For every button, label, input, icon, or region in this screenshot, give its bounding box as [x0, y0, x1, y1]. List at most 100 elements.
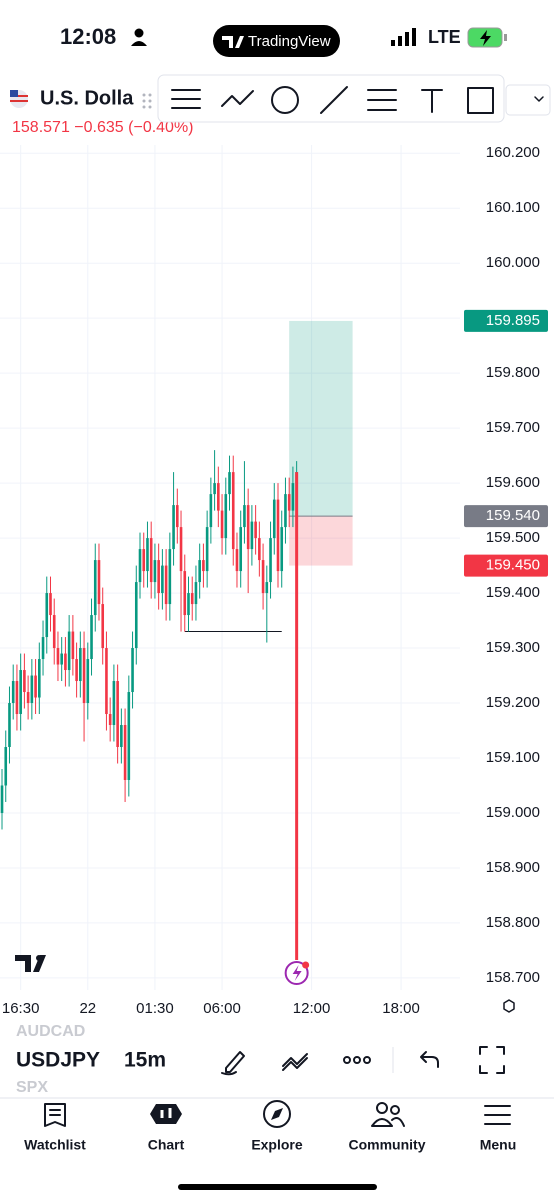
- menu-icon[interactable]: [484, 1105, 511, 1125]
- candle-body: [202, 560, 205, 572]
- candle-body: [11, 681, 15, 704]
- candle-body: [101, 604, 105, 649]
- fib-tool[interactable]: [171, 89, 201, 109]
- candle-body: [64, 653, 67, 671]
- candle-body: [258, 538, 261, 561]
- chart: 160.200160.100160.000159.900159.800159.7…: [0, 144, 548, 1017]
- tab-label[interactable]: Watchlist: [24, 1137, 86, 1153]
- candle-body: [261, 560, 265, 594]
- line-tool[interactable]: [320, 86, 348, 114]
- candle-body: [220, 510, 224, 539]
- pattern-tool[interactable]: [221, 90, 254, 107]
- candle-body: [198, 560, 201, 583]
- toolbar-dropdown[interactable]: [505, 84, 551, 116]
- candle-body: [209, 494, 213, 528]
- battery-bolt: [480, 30, 491, 46]
- interval[interactable]: 15m: [124, 1049, 166, 1072]
- price-badge: [464, 554, 548, 577]
- tab-bar: Watchlist Chart Explore Community Menu: [24, 1137, 516, 1153]
- candle-body: [26, 692, 30, 704]
- undo-button[interactable]: [420, 1051, 439, 1068]
- candle-body: [120, 725, 123, 748]
- change: −0.635: [74, 119, 123, 136]
- symbol-current[interactable]: USDJPY: [16, 1049, 100, 1072]
- indicators-button[interactable]: [282, 1053, 308, 1071]
- y-tick-label: 158.700: [486, 969, 540, 986]
- candle-body: [45, 593, 49, 638]
- candle-body: [287, 494, 291, 511]
- candle-body: [4, 747, 8, 786]
- tab-label[interactable]: Menu: [480, 1137, 517, 1153]
- profit-zone: [289, 320, 353, 517]
- x-tick-label: 16:30: [2, 1000, 40, 1017]
- y-tick-label: 160.200: [486, 144, 540, 161]
- price-badge-label: 159.895: [486, 312, 540, 329]
- shape-tool[interactable]: [271, 86, 299, 114]
- price-badge-label: 159.540: [486, 507, 540, 524]
- candle-body: [254, 521, 257, 539]
- symbol-next[interactable]: SPX: [16, 1079, 48, 1096]
- candle-body: [93, 560, 97, 616]
- candle-body: [243, 505, 246, 528]
- candle-body: [67, 631, 71, 671]
- candle-body: [0, 785, 4, 813]
- candle-body: [172, 505, 175, 550]
- y-tick-label: 159.600: [486, 474, 540, 491]
- rect-tool[interactable]: [467, 87, 494, 114]
- more-button[interactable]: [343, 1056, 371, 1064]
- y-tick-label: 159.300: [486, 639, 540, 656]
- text-tool[interactable]: [421, 89, 443, 113]
- tab-label[interactable]: Chart: [148, 1137, 185, 1153]
- candle-body: [131, 648, 134, 693]
- stop-zone: [289, 516, 353, 566]
- candle-body: [34, 675, 37, 698]
- fullscreen-button[interactable]: [479, 1046, 505, 1074]
- drawing-toolbar: [157, 74, 505, 123]
- person-icon: [131, 41, 147, 46]
- candle-body: [138, 549, 142, 583]
- x-tick-label: 22: [79, 1000, 96, 1017]
- y-tick-label: 158.800: [486, 914, 540, 931]
- y-tick-label: 160.100: [486, 199, 540, 216]
- candle-body: [52, 615, 56, 649]
- explore-icon[interactable]: [263, 1100, 291, 1128]
- y-tick-label: 159.500: [486, 529, 540, 546]
- app-logo: [222, 36, 244, 48]
- candle-body: [183, 571, 187, 616]
- candle-body: [250, 521, 254, 550]
- candle-body: [123, 725, 127, 780]
- settings-icon[interactable]: [503, 999, 515, 1013]
- candle-body: [142, 549, 146, 572]
- candle-body: [284, 494, 287, 528]
- app-pill: [213, 25, 340, 57]
- candle-body: [175, 505, 179, 528]
- community-icon[interactable]: [371, 1102, 405, 1127]
- replay-bolt: [292, 965, 302, 981]
- tab-label[interactable]: Explore: [251, 1137, 303, 1153]
- home-indicator: [178, 1184, 377, 1190]
- chart-icon[interactable]: [150, 1104, 182, 1124]
- candle-body: [157, 560, 160, 594]
- candle-body: [217, 483, 220, 511]
- symbol-quote: 158.571 −0.635 (−0.40%): [12, 119, 194, 136]
- candle-body: [30, 675, 34, 704]
- candle-body: [8, 703, 11, 748]
- candle-body: [41, 637, 45, 660]
- tab-label[interactable]: Community: [349, 1137, 426, 1153]
- draw-button[interactable]: [221, 1051, 245, 1076]
- symbol-name[interactable]: U.S. Dolla: [40, 87, 134, 109]
- explore-icon: [271, 1108, 283, 1120]
- candle-body: [71, 631, 75, 660]
- person-icon: [134, 28, 144, 38]
- price-badge: [464, 309, 548, 332]
- candle-body: [291, 483, 295, 511]
- symbol-prev[interactable]: AUDCAD: [16, 1023, 85, 1040]
- candle-body: [272, 499, 276, 539]
- watchlist-icon[interactable]: [44, 1103, 66, 1127]
- candle-body: [246, 505, 250, 550]
- pitchfork-tool[interactable]: [367, 89, 397, 111]
- y-tick-label: 159.700: [486, 419, 540, 436]
- candle-body: [276, 499, 280, 572]
- candle-body: [60, 653, 63, 665]
- x-tick-label: 01:30: [136, 1000, 174, 1017]
